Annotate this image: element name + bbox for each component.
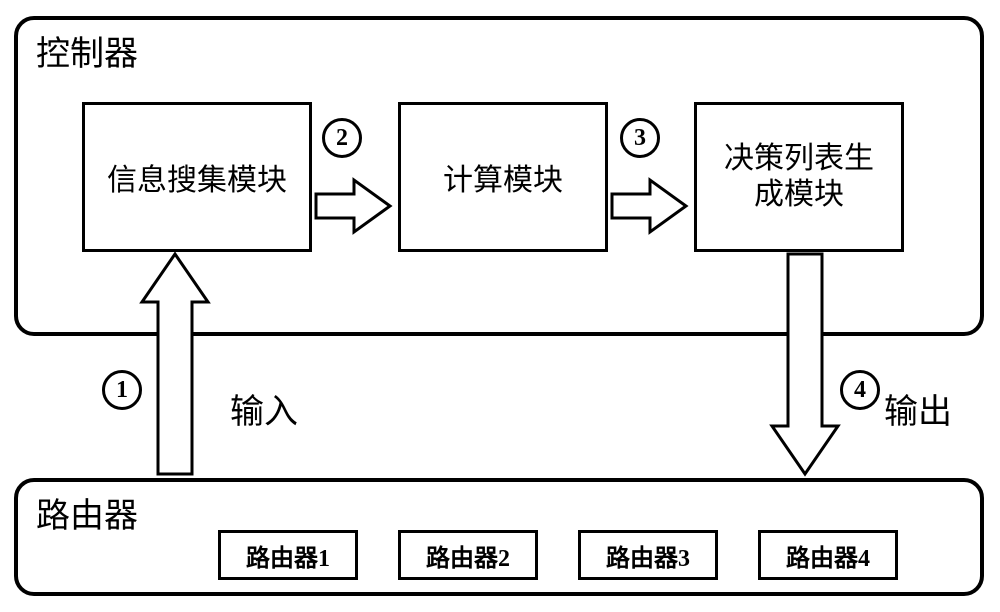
- arrow-3: [610, 176, 690, 236]
- router-item-1-label: 路由器1: [246, 538, 330, 573]
- router-item-3-label: 路由器3: [606, 538, 690, 573]
- module-info-label: 信息搜集模块: [107, 155, 287, 199]
- arrow-4-down: [770, 252, 840, 476]
- router-item-4: 路由器4: [758, 530, 898, 580]
- controller-title: 控制器: [36, 26, 138, 75]
- router-item-4-label: 路由器4: [786, 538, 870, 573]
- badge-2: 2: [322, 118, 362, 158]
- badge-1: 1: [102, 370, 142, 410]
- module-compute: 计算模块: [398, 102, 608, 252]
- diagram-canvas: 控制器 信息搜集模块 计算模块 决策列表生 成模块 1 2 3 4 输入 输出 …: [0, 0, 1000, 612]
- arrow-1-up: [140, 252, 210, 476]
- router-title: 路由器: [36, 488, 138, 537]
- label-output: 输出: [884, 384, 952, 433]
- module-decide: 决策列表生 成模块: [694, 102, 904, 252]
- router-item-1: 路由器1: [218, 530, 358, 580]
- badge-1-num: 1: [116, 377, 128, 404]
- module-compute-label: 计算模块: [443, 155, 563, 199]
- router-item-3: 路由器3: [578, 530, 718, 580]
- router-item-2: 路由器2: [398, 530, 538, 580]
- label-input: 输入: [230, 384, 298, 433]
- arrow-2: [314, 176, 394, 236]
- badge-3-num: 3: [634, 125, 646, 152]
- badge-4-num: 4: [854, 377, 866, 404]
- badge-3: 3: [620, 118, 660, 158]
- router-item-2-label: 路由器2: [426, 538, 510, 573]
- badge-2-num: 2: [336, 125, 348, 152]
- badge-4: 4: [840, 370, 880, 410]
- module-info: 信息搜集模块: [82, 102, 312, 252]
- module-decide-label: 决策列表生 成模块: [724, 141, 874, 213]
